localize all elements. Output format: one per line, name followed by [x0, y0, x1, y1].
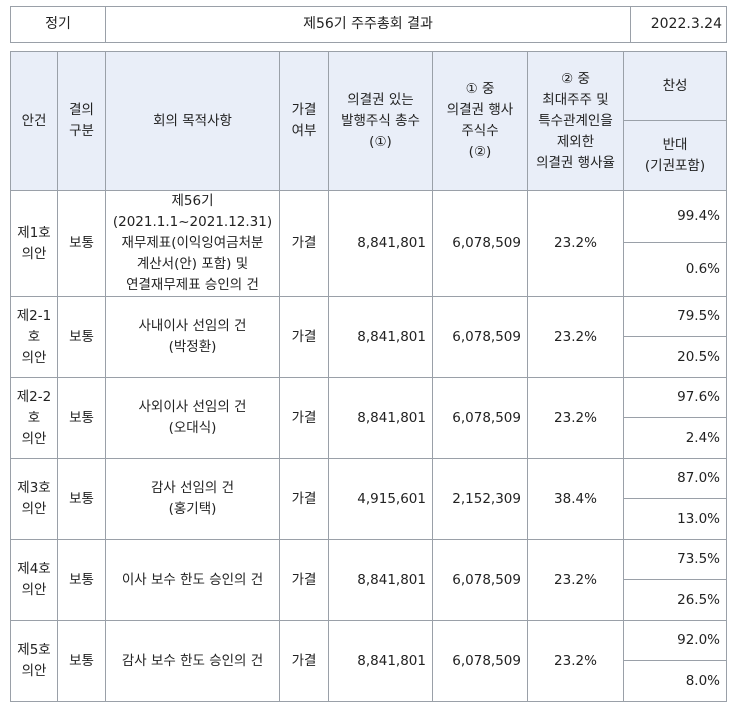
cell-purpose: 이사 보수 한도 승인의 건 — [105, 539, 280, 621]
col-header-rate: ② 중 최대주주 및 특수관계인을 제외한 의결권 행사율 — [527, 51, 624, 191]
cell-rate: 23.2% — [527, 296, 624, 378]
cell-total: 8,841,801 — [328, 296, 433, 378]
table-row-against: 0.6% — [11, 242, 727, 297]
cell-passed: 가결 — [279, 620, 329, 702]
cell-total: 4,915,601 — [328, 458, 433, 540]
cell-item: 제2-2 호 의안 — [10, 377, 58, 459]
meeting-date: 2022.3.24 — [630, 6, 727, 43]
cell-passed: 가결 — [279, 539, 329, 621]
cell-exercised: 6,078,509 — [432, 296, 528, 378]
cell-purpose: 감사 선임의 건 (홍기택) — [105, 458, 280, 540]
results-document: 정기 제56기 주주총회 결과 2022.3.24 안건 결의 구분 회의 목적… — [10, 6, 727, 702]
cell-total: 8,841,801 — [328, 190, 433, 297]
table-row-against: 8.0% — [11, 660, 727, 702]
col-header-exercised: ① 중 의결권 행사 주식수 (②) — [432, 51, 528, 191]
col-header-item: 안건 — [10, 51, 58, 191]
cell-approve: 79.5% — [623, 296, 727, 337]
cell-passed: 가결 — [279, 296, 329, 378]
table-row: 제4호 의안 보통 이사 보수 한도 승인의 건 가결 8,841,801 6,078,5… — [10, 539, 727, 621]
col-header-approve: 찬성 — [623, 51, 727, 121]
cell-item: 제5호 의안 — [10, 620, 58, 702]
meeting-type: 정기 — [10, 6, 106, 43]
cell-against: 2.4% — [623, 417, 727, 459]
cell-against: 0.6% — [623, 242, 727, 297]
cell-total: 8,841,801 — [328, 377, 433, 459]
cell-against: 26.5% — [623, 579, 727, 621]
table-row: 제2-1 호 의안 보통 사내이사 선임의 건 (박정환) 가결 8,841,801 6,… — [10, 296, 727, 378]
cell-item: 제1호 의안 — [10, 190, 58, 297]
cell-type: 보통 — [57, 620, 106, 702]
cell-rate: 23.2% — [527, 377, 624, 459]
cell-approve: 97.6% — [623, 377, 727, 418]
col-header-total: 의결권 있는 발행주식 총수 (①) — [328, 51, 433, 191]
cell-purpose: 감사 보수 한도 승인의 건 — [105, 620, 280, 702]
cell-passed: 가결 — [279, 458, 329, 540]
col-header-passed: 가결 여부 — [279, 51, 329, 191]
cell-rate: 23.2% — [527, 539, 624, 621]
cell-exercised: 6,078,509 — [432, 539, 528, 621]
cell-item: 제4호 의안 — [10, 539, 58, 621]
cell-type: 보통 — [57, 458, 106, 540]
table-row: 제1호 의안 보통 제56기 (2021.1.1~2021.12.31) 재무제표(… — [10, 189, 727, 297]
cell-type: 보통 — [57, 377, 106, 459]
table-row: 제3호 의안 보통 감사 선임의 건 (홍기택) 가결 4,915,601 2,152,3… — [10, 458, 727, 540]
col-header-purpose: 회의 목적사항 — [105, 51, 280, 191]
table-row: 제2-2 호 의안 보통 사외이사 선임의 건 (오대식) 가결 8,841,801 6,… — [10, 377, 727, 459]
cell-exercised: 6,078,509 — [432, 620, 528, 702]
table-row-against: 13.0% — [11, 498, 727, 540]
cell-total: 8,841,801 — [328, 620, 433, 702]
table-row-against: 2.4% — [11, 417, 727, 459]
cell-approve: 73.5% — [623, 539, 727, 580]
page-title: 제56기 주주총회 결과 — [105, 6, 631, 43]
col-header-against: 반대 (기권포함) — [623, 120, 727, 191]
summary-header-table: 정기 제56기 주주총회 결과 2022.3.24 — [10, 6, 727, 43]
cell-exercised: 6,078,509 — [432, 377, 528, 459]
col-header-type: 결의 구분 — [57, 51, 106, 191]
cell-type: 보통 — [57, 190, 106, 297]
cell-exercised: 6,078,509 — [432, 190, 528, 297]
cell-purpose: 사외이사 선임의 건 (오대식) — [105, 377, 280, 459]
cell-item: 제2-1 호 의안 — [10, 296, 58, 378]
cell-purpose: 사내이사 선임의 건 (박정환) — [105, 296, 280, 378]
cell-rate: 38.4% — [527, 458, 624, 540]
results-table: 안건 결의 구분 회의 목적사항 가결 여부 의결권 있는 발행주식 총수 (①… — [10, 51, 727, 702]
cell-purpose: 제56기 (2021.1.1~2021.12.31) 재무제표(이익잉여금처분 … — [105, 190, 280, 297]
table-row-against: 26.5% — [11, 579, 727, 621]
summary-header-row: 정기 제56기 주주총회 결과 2022.3.24 — [10, 6, 727, 43]
cell-item: 제3호 의안 — [10, 458, 58, 540]
cell-exercised: 2,152,309 — [432, 458, 528, 540]
cell-total: 8,841,801 — [328, 539, 433, 621]
header-row-2: 반대 (기권포함) — [11, 120, 727, 191]
header-row-1: 안건 결의 구분 회의 목적사항 가결 여부 의결권 있는 발행주식 총수 (①… — [10, 51, 727, 191]
cell-type: 보통 — [57, 296, 106, 378]
cell-approve: 99.4% — [623, 189, 727, 244]
cell-passed: 가결 — [279, 377, 329, 459]
cell-rate: 23.2% — [527, 190, 624, 297]
cell-type: 보통 — [57, 539, 106, 621]
table-row: 제5호 의안 보통 감사 보수 한도 승인의 건 가결 8,841,801 6,078,5… — [10, 620, 727, 702]
cell-rate: 23.2% — [527, 620, 624, 702]
cell-against: 8.0% — [623, 660, 727, 702]
cell-passed: 가결 — [279, 190, 329, 297]
cell-approve: 92.0% — [623, 620, 727, 661]
cell-against: 13.0% — [623, 498, 727, 540]
cell-approve: 87.0% — [623, 458, 727, 499]
cell-against: 20.5% — [623, 336, 727, 378]
